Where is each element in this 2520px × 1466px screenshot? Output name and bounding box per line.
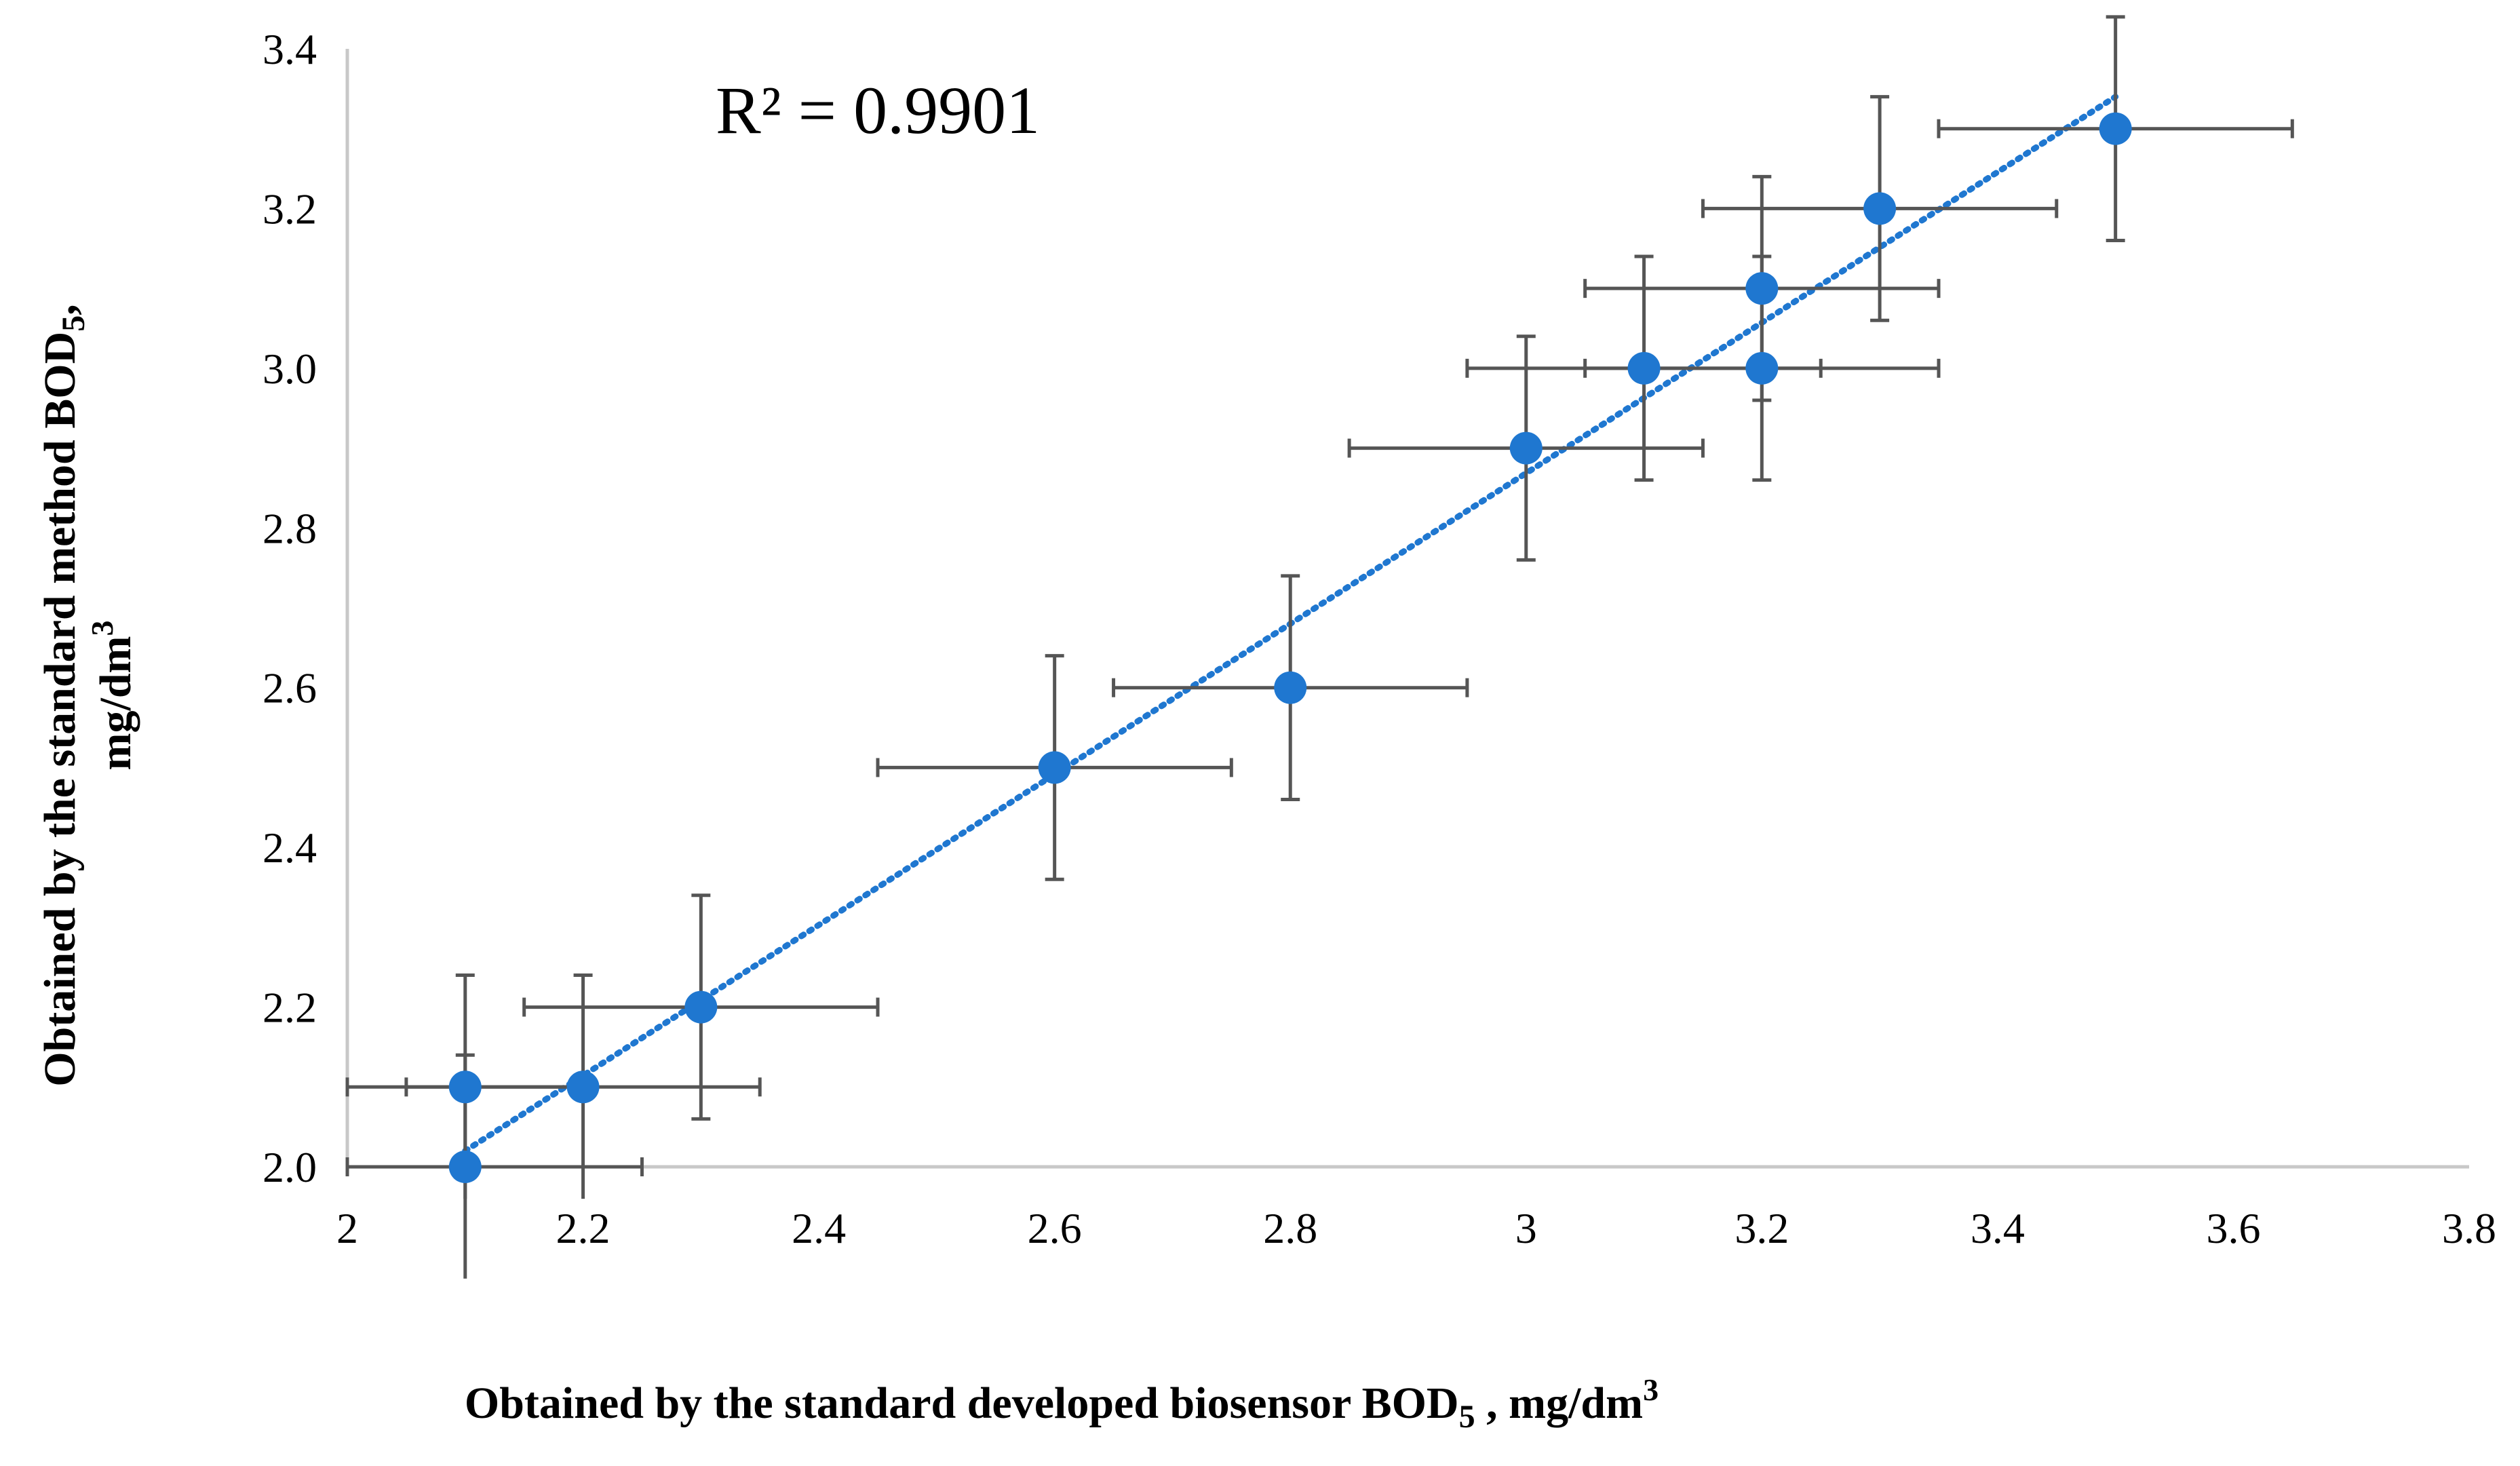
y-tick-label: 2.8 (263, 504, 317, 552)
data-point (1627, 351, 1661, 385)
y-tick-label: 2.4 (263, 824, 317, 872)
y-tick-label: 2.6 (263, 664, 317, 712)
x-axis-title: Obtained by the standard developed biose… (465, 1372, 1659, 1435)
y-axis-title-line2: mg/dm3 (85, 621, 140, 771)
x-tick-label: 2.4 (792, 1204, 846, 1252)
data-point (1745, 272, 1779, 305)
data-point (2099, 112, 2132, 145)
x-tick-label: 2.6 (1028, 1204, 1082, 1252)
data-point (684, 990, 718, 1024)
x-tick-label: 3 (1515, 1204, 1537, 1252)
y-axis-title-line1: Obtained by the standard method BOD5, (35, 304, 92, 1087)
x-tick-label: 3.4 (1971, 1204, 2025, 1252)
y-tick-label: 3.2 (263, 185, 317, 233)
data-point (1274, 671, 1307, 704)
y-tick-label: 3.4 (263, 25, 317, 73)
data-point (448, 1151, 482, 1183)
x-tick-label: 2.8 (1263, 1204, 1317, 1252)
data-point (566, 1070, 600, 1104)
x-tick-labels: 2 2.2 2.4 2.6 2.8 3 3.2 3.4 3.6 3.8 (336, 1204, 2496, 1252)
data-point (448, 1070, 482, 1104)
y-tick-labels: 2.0 2.2 2.4 2.6 2.8 3.0 3.2 3.4 (263, 25, 317, 1191)
x-tick-label: 3.2 (1734, 1204, 1789, 1252)
x-tick-label: 2 (336, 1204, 358, 1252)
data-point (1038, 751, 1071, 784)
r-squared-annotation: R² = 0.9901 (716, 73, 1040, 148)
y-tick-label: 3.0 (263, 345, 317, 393)
data-point (1509, 431, 1543, 465)
data-points (448, 112, 2132, 1183)
data-point (1863, 192, 1897, 225)
x-tick-label: 2.2 (556, 1204, 610, 1252)
x-tick-label: 3.6 (2206, 1204, 2260, 1252)
axes (345, 49, 2469, 1169)
y-tick-label: 2.0 (263, 1143, 317, 1191)
y-tick-label: 2.2 (263, 984, 317, 1032)
data-point (1745, 351, 1779, 385)
error-bars (345, 15, 2294, 1279)
x-tick-label: 3.8 (2442, 1204, 2496, 1252)
y-axis-title: Obtained by the standard method BOD5, mg… (35, 304, 140, 1087)
